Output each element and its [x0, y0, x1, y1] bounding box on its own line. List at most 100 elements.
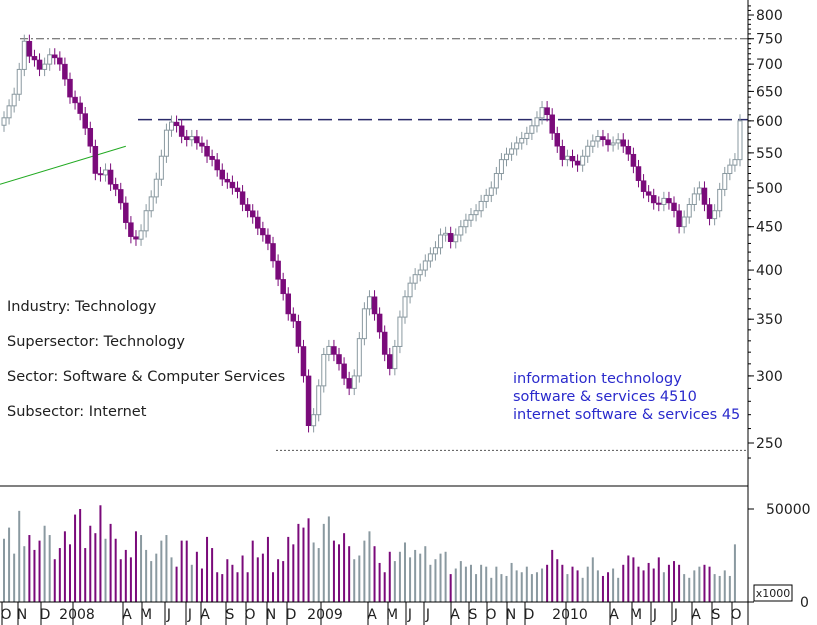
- volume-bar: [642, 570, 645, 602]
- volume-bar: [551, 549, 554, 602]
- volume-bar: [134, 531, 137, 602]
- candle: [351, 369, 357, 396]
- volume-bar: [343, 533, 346, 602]
- candle: [564, 149, 570, 167]
- candle: [361, 302, 367, 346]
- time-tick-label: J: [166, 607, 171, 623]
- candle: [316, 379, 322, 422]
- time-tick-label: O: [730, 607, 741, 623]
- candle: [52, 48, 58, 65]
- volume-bar: [617, 577, 620, 602]
- volume-bar: [185, 540, 188, 602]
- candle: [727, 158, 733, 181]
- volume-bar: [419, 553, 422, 602]
- candle: [443, 226, 449, 242]
- volume-bar: [505, 575, 508, 602]
- price-tick-label: 500: [756, 181, 783, 197]
- candle: [483, 188, 489, 209]
- time-tick-label: A: [691, 607, 701, 623]
- candle: [610, 136, 616, 152]
- time-tick-label: M: [386, 607, 398, 623]
- volume-bar: [469, 564, 472, 602]
- candle: [681, 210, 687, 234]
- volume-bar: [94, 533, 97, 602]
- volume-bar: [535, 572, 538, 602]
- candle: [183, 129, 190, 147]
- candle: [473, 204, 479, 222]
- volume-bar: [627, 555, 630, 602]
- candle: [645, 185, 652, 203]
- volume-bar: [561, 564, 564, 602]
- volume-bar: [338, 544, 341, 602]
- volume-bar: [322, 523, 325, 602]
- volume-bar: [612, 568, 615, 602]
- candle: [112, 177, 119, 197]
- candle: [265, 228, 271, 251]
- candle: [26, 34, 33, 64]
- time-tick-label: A: [609, 607, 619, 623]
- volume-bar: [409, 557, 412, 602]
- candle: [509, 142, 515, 161]
- chart-frame: [0, 0, 749, 625]
- candle: [249, 204, 256, 224]
- price-tick-label: 650: [756, 84, 783, 100]
- candle: [92, 139, 99, 181]
- candle: [36, 53, 43, 77]
- price-tick-label: 600: [756, 114, 783, 130]
- volume-bar: [708, 566, 711, 602]
- volume-bar: [439, 553, 442, 602]
- candle: [534, 111, 540, 133]
- time-tick-label: A: [122, 607, 132, 623]
- volume-bar: [546, 564, 549, 602]
- time-tick-label: J: [425, 607, 430, 623]
- volume-bar: [434, 559, 437, 602]
- candle: [519, 131, 525, 150]
- volume-bar: [475, 574, 478, 602]
- candle: [488, 181, 494, 203]
- time-tick-label: O: [0, 607, 11, 623]
- price-tick-label: 250: [756, 436, 783, 452]
- volume-bar: [18, 510, 21, 602]
- candle: [387, 347, 393, 376]
- price-tick-label: 300: [756, 369, 783, 385]
- volume-bar: [414, 549, 417, 602]
- price-tick-label: 550: [756, 146, 783, 162]
- time-tick-label: M: [140, 607, 152, 623]
- volume-bar: [160, 540, 163, 602]
- candle: [524, 126, 530, 146]
- candle: [732, 153, 738, 172]
- time-tick-label: J: [187, 607, 192, 623]
- volume-bar: [145, 549, 148, 602]
- volume-bar: [353, 559, 356, 602]
- candle: [128, 216, 134, 244]
- volume-bar: [221, 574, 224, 602]
- classification-line-1: information technology: [513, 371, 682, 387]
- candle: [346, 371, 352, 396]
- candle: [656, 196, 662, 212]
- candle: [62, 57, 68, 86]
- candle: [336, 347, 342, 371]
- candle: [447, 226, 454, 249]
- candle: [717, 182, 723, 218]
- volume-bar: [266, 536, 269, 602]
- volume-bar: [48, 535, 51, 602]
- volume-bar: [383, 572, 386, 602]
- candle: [295, 314, 302, 354]
- candle: [514, 136, 520, 156]
- time-tick-label: 2009: [307, 607, 343, 623]
- volume-bar: [175, 566, 178, 602]
- candle: [569, 149, 576, 168]
- volume-bar: [150, 561, 153, 602]
- time-tick-label: O: [485, 607, 496, 623]
- volume-bar: [165, 535, 168, 602]
- volume-bar: [74, 514, 77, 602]
- volume-bar: [571, 566, 574, 602]
- candle: [21, 34, 27, 77]
- volume-bar: [398, 551, 401, 602]
- volume-bar: [378, 562, 381, 602]
- volume-bar: [129, 557, 132, 602]
- volume-bar: [698, 566, 701, 602]
- candle: [331, 339, 337, 362]
- candle: [244, 197, 251, 218]
